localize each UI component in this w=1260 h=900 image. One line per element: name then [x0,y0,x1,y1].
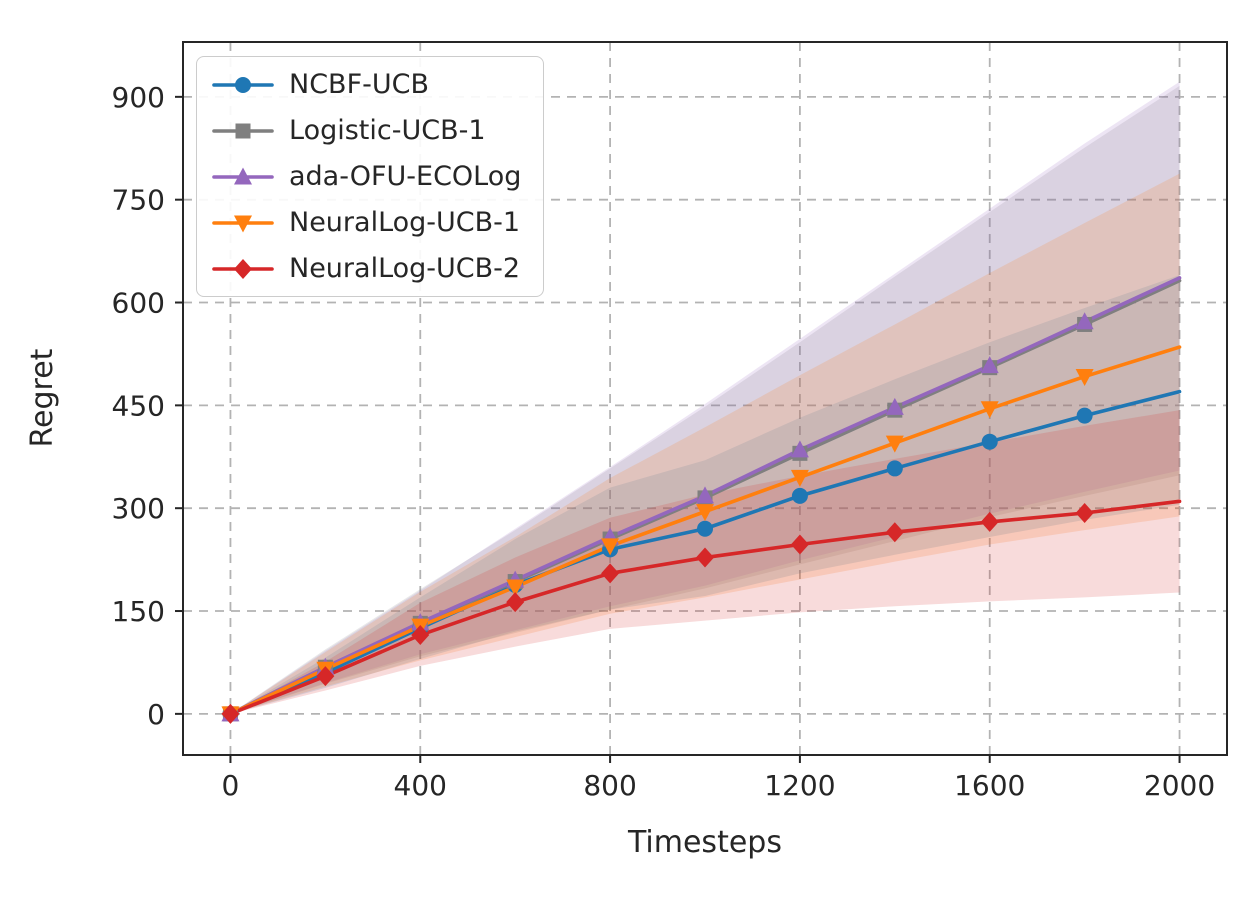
series-markers-layer [221,312,1094,724]
marker-triangle-down [790,469,809,487]
confidence-band-logistic-ucb-1 [230,85,1180,714]
legend-label: ada-OFU-ECOLog [289,161,522,192]
legend-item-neurallog-ucb-1: NeuralLog-UCB-1 [211,207,521,238]
marker-diamond [506,592,525,613]
marker-diamond [696,547,714,568]
legend-item-neurallog-ucb-2: NeuralLog-UCB-2 [211,253,521,284]
marker-diamond [885,522,904,543]
marker-diamond [1075,502,1094,523]
y-tick-label: 0 [147,698,165,731]
legend-item-ncbf-ucb: NCBF-UCB [211,69,521,100]
marker-triangle-up [1075,312,1094,330]
marker-triangle-down [601,538,620,556]
marker-circle [791,487,808,504]
plot-border [182,41,1228,756]
x-tick-label: 400 [394,769,447,802]
marker-circle [235,76,251,93]
marker-diamond [234,258,252,279]
legend-sample-circle-icon [212,76,274,93]
y-tick-label: 300 [112,492,165,525]
marker-triangle-down [234,215,252,232]
marker-diamond [790,534,809,555]
y-tick-label: 600 [112,287,165,320]
legend-item-logistic-ucb-1: Logistic-UCB-1 [211,115,521,146]
x-tick-label: 800 [583,769,636,802]
x-tick-label: 2000 [1144,769,1215,802]
legend-sample-diamond-icon [212,258,274,279]
marker-circle [981,433,998,450]
marker-triangle-down [885,435,904,453]
legend-sample-square-icon [212,123,274,138]
y-axis-label: Regret [25,348,60,447]
legend-sample-triangle-down-icon [212,215,274,232]
x-axis-label: Timesteps [627,825,782,860]
marker-circle [886,460,903,477]
marker-circle [1076,407,1093,424]
marker-circle [697,520,713,537]
y-tick-label: 750 [112,184,165,217]
legend-label: Logistic-UCB-1 [289,115,486,146]
x-tick-label: 1200 [764,769,835,802]
marker-triangle-up [885,397,904,415]
legend-label: NeuralLog-UCB-1 [289,207,521,238]
marker-triangle-up [234,167,252,184]
marker-diamond [980,511,999,532]
axes-layer: 0 400 800 1200 1600 2000 0 150 300 450 600 750 900 [112,41,1228,802]
legend-item-ada-ofu-ecolog: ada-OFU-ECOLog [211,161,521,192]
marker-triangle-down [506,579,525,597]
marker-triangle-up [980,356,999,374]
legend: NCBF-UCB Logistic-UCB-1 ada-OFU-ECOLog Neur… [196,56,545,297]
confidence-band-neurallog-ucb-1 [230,173,1180,714]
marker-diamond [411,625,430,646]
marker-diamond [316,666,335,687]
legend-label: NCBF-UCB [289,69,429,100]
legend-sample-triangle-up-icon [212,167,274,184]
y-tick-label: 900 [112,81,165,114]
marker-triangle-up [790,440,809,458]
marker-diamond [601,563,620,584]
marker-triangle-down [1075,369,1094,387]
marker-triangle-down [696,504,714,522]
x-tick-label: 0 [222,769,240,802]
legend-label: NeuralLog-UCB-2 [289,253,521,284]
y-tick-label: 450 [112,389,165,422]
x-tick-label: 1600 [954,769,1025,802]
y-tick-label: 150 [112,595,165,628]
marker-diamond [221,703,240,724]
marker-triangle-down [980,401,999,419]
confidence-band-ada-ofu-ecolog [230,81,1180,714]
marker-square [235,123,251,138]
marker-triangle-up [696,486,714,504]
